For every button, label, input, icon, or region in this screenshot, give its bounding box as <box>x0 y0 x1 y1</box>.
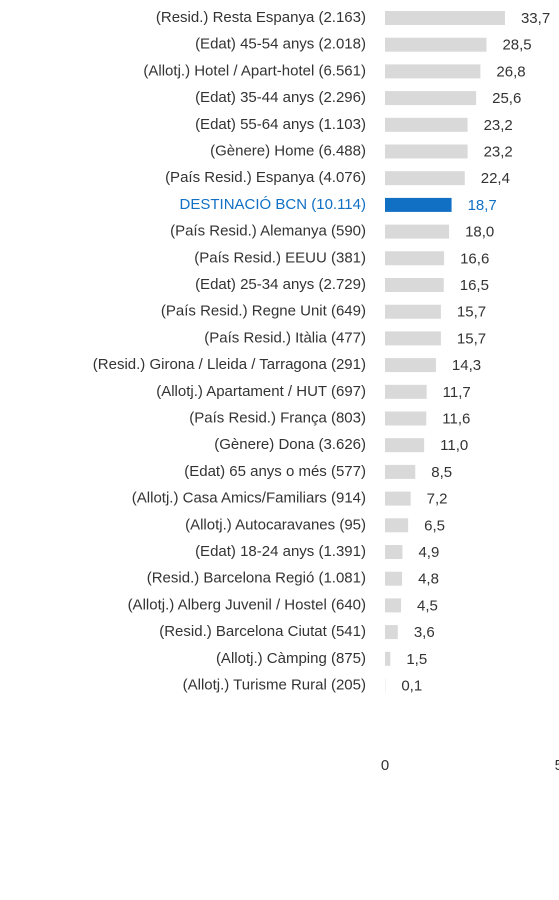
category-label: (Edat) 65 anys o més (577) <box>184 463 366 480</box>
category-label: (País Resid.) Espanya (4.076) <box>165 169 366 186</box>
value-label: 11,6 <box>442 410 470 427</box>
bar <box>385 331 441 346</box>
category-label: DESTINACIÓ BCN (10.114) <box>180 196 366 213</box>
bar <box>385 117 468 132</box>
bar <box>385 251 445 266</box>
value-label: 3,6 <box>414 624 435 641</box>
value-label: 4,8 <box>418 571 439 588</box>
bar <box>385 144 468 159</box>
bar <box>385 11 505 25</box>
category-label: (Edat) 18-24 anys (1.391) <box>195 543 366 560</box>
category-label: (Resid.) Girona / Lleida / Tarragona (29… <box>93 356 366 373</box>
category-label: (Allotj.) Turisme Rural (205) <box>183 676 366 693</box>
bar <box>385 518 409 533</box>
value-label: 11,0 <box>440 437 468 454</box>
category-label: (Allotj.) Hotel / Apart-hotel (6.561) <box>143 62 366 79</box>
value-label: 18,0 <box>465 224 494 241</box>
category-label: (Edat) 55-64 anys (1.103) <box>195 116 366 133</box>
category-label: (Gènere) Home (6.488) <box>210 142 366 159</box>
category-label: (Edat) 35-44 anys (2.296) <box>195 89 366 106</box>
value-label: 4,9 <box>418 544 439 561</box>
value-label: 23,2 <box>484 117 513 134</box>
bar <box>385 411 427 426</box>
bar <box>385 464 416 479</box>
value-label: 1,5 <box>406 651 427 668</box>
value-label: 8,5 <box>431 464 452 481</box>
bar <box>385 278 444 292</box>
category-label: (Edat) 45-54 anys (2.018) <box>195 36 366 53</box>
value-label: 28,5 <box>502 37 531 54</box>
category-label: (Resid.) Barcelona Ciutat (541) <box>159 623 366 640</box>
bar <box>385 545 403 559</box>
category-label: (Gènere) Dona (3.626) <box>214 436 366 453</box>
x-tick-label: 50 <box>555 757 559 774</box>
value-label: 16,5 <box>460 277 489 294</box>
bar <box>385 224 450 239</box>
value-label: 0,1 <box>401 677 422 694</box>
x-tick-label: 0 <box>381 757 389 774</box>
category-label: (País Resid.) EEUU (381) <box>194 249 366 266</box>
value-label: 22,4 <box>481 170 510 187</box>
value-label: 16,6 <box>460 250 489 267</box>
bar <box>385 304 441 319</box>
value-label: 14,3 <box>452 357 481 374</box>
value-label: 7,2 <box>427 491 448 508</box>
category-label: (País Resid.) Regne Unit (649) <box>161 303 366 320</box>
value-label: 15,7 <box>457 330 486 347</box>
value-label: 15,7 <box>457 304 486 321</box>
category-label: (Edat) 25-34 anys (2.729) <box>195 276 366 293</box>
bar <box>385 598 402 613</box>
bar <box>385 571 403 586</box>
bar <box>385 625 398 640</box>
category-label: (Allotj.) Càmping (875) <box>216 650 366 667</box>
category-label: (País Resid.) Itàlia (477) <box>204 329 366 346</box>
value-label: 6,5 <box>424 517 445 534</box>
bar <box>385 91 477 106</box>
category-label: (Allotj.) Autocaravanes (95) <box>185 516 366 533</box>
value-label: 33,7 <box>521 10 550 27</box>
category-label: (Allotj.) Casa Amics/Familiars (914) <box>132 490 366 507</box>
bar <box>385 491 411 506</box>
category-label: (Allotj.) Apartament / HUT (697) <box>156 383 366 400</box>
value-label: 25,6 <box>492 90 521 107</box>
bar <box>385 64 481 79</box>
bar <box>385 358 436 373</box>
bar <box>385 438 425 453</box>
value-label: 26,8 <box>496 63 525 80</box>
bar <box>385 197 452 212</box>
category-label: (Resid.) Barcelona Regió (1.081) <box>147 570 366 587</box>
bar <box>385 384 427 399</box>
category-label: (Allotj.) Alberg Juvenil / Hostel (640) <box>128 596 366 613</box>
bar <box>385 651 391 666</box>
category-label: (Resid.) Resta Espanya (2.163) <box>156 9 366 26</box>
value-label: 4,5 <box>417 597 438 614</box>
value-label: 18,7 <box>468 197 497 214</box>
bar <box>385 171 465 186</box>
value-label: 11,7 <box>443 384 471 401</box>
category-label: (País Resid.) França (803) <box>189 409 366 426</box>
value-label: 23,2 <box>484 143 513 160</box>
bar <box>385 37 487 52</box>
category-label: (País Resid.) Alemanya (590) <box>170 223 366 240</box>
